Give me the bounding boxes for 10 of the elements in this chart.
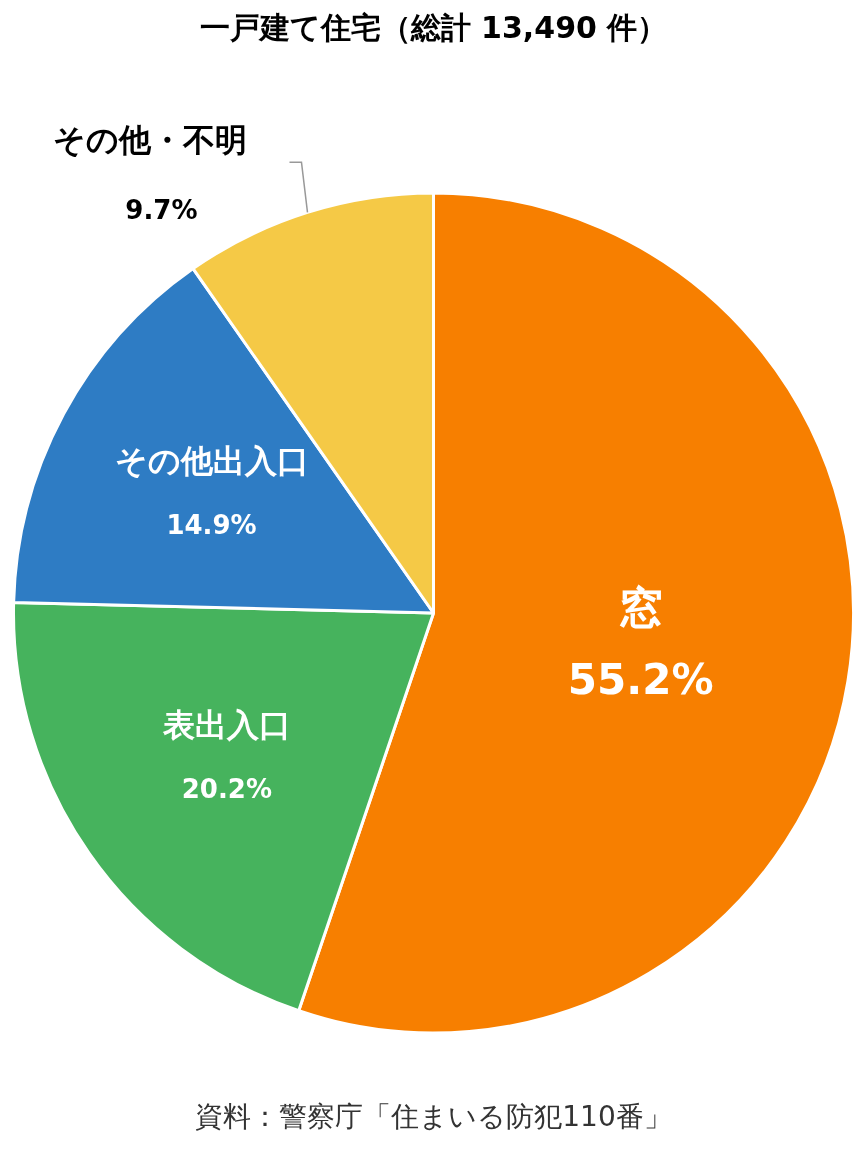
- slice-label: 窓: [618, 581, 663, 633]
- data-label: 9.7%: [125, 195, 198, 226]
- slice-label: その他・不明: [53, 120, 248, 159]
- data-label: 14.9%: [166, 510, 257, 541]
- slice-label: その他出入口: [114, 442, 309, 480]
- data-label: 20.2%: [181, 774, 272, 804]
- slice-label: 表出入口: [161, 705, 291, 744]
- data-label: 55.2%: [567, 655, 714, 705]
- chart-title: 一戸建て住宅（総計 13,490 件）: [198, 9, 669, 47]
- text: 資料：警察庁「住まいる防犯110番」: [194, 1099, 673, 1135]
